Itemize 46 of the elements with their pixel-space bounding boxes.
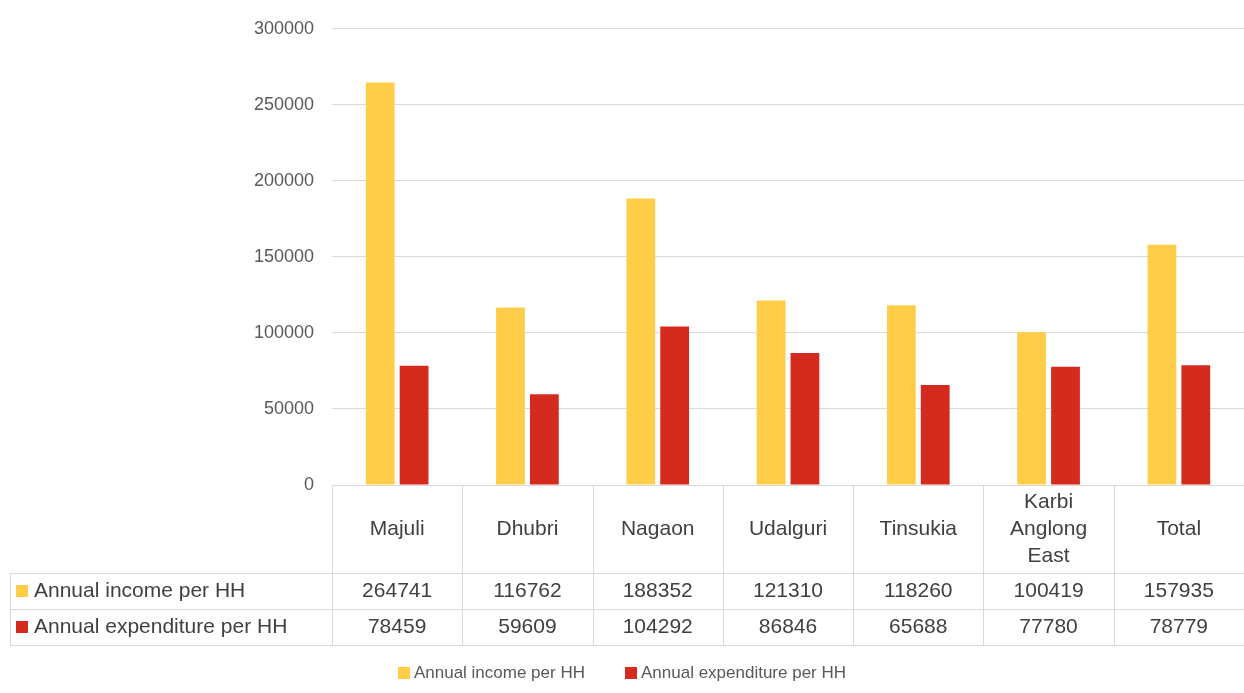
bar bbox=[920, 385, 950, 485]
data-label: 157935 bbox=[1143, 577, 1214, 601]
y-tick-label: 300000 bbox=[253, 17, 314, 38]
x-tick-label: Karbi Anglong East bbox=[1010, 488, 1088, 566]
bar bbox=[756, 300, 786, 485]
data-label: 116762 bbox=[493, 577, 562, 601]
text: Annual income per HH bbox=[413, 663, 585, 682]
data-label: 65688 bbox=[889, 613, 948, 637]
bar bbox=[529, 394, 559, 485]
y-tick-label: 50000 bbox=[263, 397, 314, 418]
legend-label: Annual expenditure per HH bbox=[34, 613, 288, 637]
x-tick-label: Udalguri bbox=[748, 515, 828, 539]
data-label: 86846 bbox=[758, 613, 818, 637]
y-tick-label: 250000 bbox=[253, 93, 314, 114]
bar bbox=[1051, 366, 1080, 485]
data-label: 59609 bbox=[498, 613, 557, 637]
y-tick-label: 200000 bbox=[253, 169, 314, 190]
data-label: 264741 bbox=[362, 577, 433, 601]
x-tick-label: Dhubri bbox=[496, 515, 559, 539]
bar bbox=[886, 305, 916, 485]
bar bbox=[1181, 365, 1211, 485]
data-label: 118260 bbox=[884, 577, 953, 601]
data-label: 78459 bbox=[367, 613, 427, 637]
data-label: 100419 bbox=[1013, 577, 1084, 601]
x-tick-label: Nagaon bbox=[620, 515, 695, 539]
data-label: 78779 bbox=[1149, 613, 1209, 637]
x-tick-label: Tinsukia bbox=[879, 515, 958, 539]
data-label: 188352 bbox=[622, 577, 693, 601]
y-tick-label: 0 bbox=[303, 473, 314, 494]
bar bbox=[1017, 332, 1047, 485]
bar bbox=[399, 365, 429, 485]
data-label: 104292 bbox=[622, 613, 693, 637]
x-tick-label: Total bbox=[1156, 515, 1202, 539]
bar bbox=[790, 352, 820, 485]
legend-label: Annual income per HH bbox=[34, 577, 246, 601]
bar bbox=[626, 198, 656, 485]
data-label: 77780 bbox=[1019, 613, 1078, 637]
bar bbox=[496, 307, 525, 485]
text: Annual expenditure per HH bbox=[640, 663, 847, 682]
bar bbox=[660, 326, 690, 485]
data-label: 121310 bbox=[752, 577, 824, 601]
x-tick-label: Majuli bbox=[369, 515, 425, 539]
bar bbox=[1147, 244, 1177, 485]
y-tick-label: 150000 bbox=[253, 245, 314, 266]
bar bbox=[365, 82, 395, 485]
y-tick-label: 100000 bbox=[253, 321, 314, 342]
